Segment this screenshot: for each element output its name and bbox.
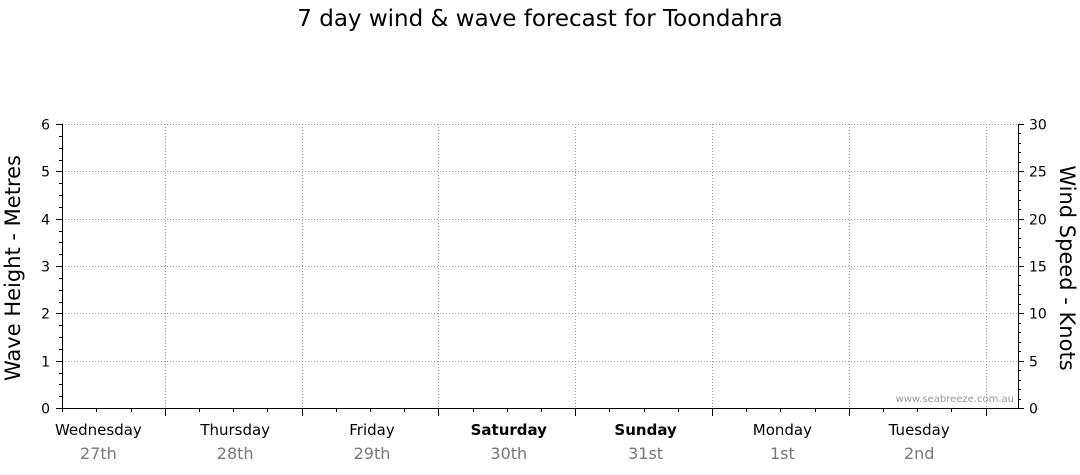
- day-label: Sunday: [614, 421, 677, 439]
- y2-tick-label: 15: [1029, 260, 1047, 276]
- day-label: Monday: [753, 421, 812, 439]
- date-label: 29th: [354, 444, 391, 463]
- y2-tick-label: 25: [1029, 165, 1047, 181]
- y-tick-label: 5: [41, 165, 50, 181]
- axes-layer: [56, 124, 1024, 416]
- y-axis-title: Wave Height - Metres: [1, 155, 25, 381]
- y-tick-label: 3: [41, 260, 50, 276]
- y-tick-label: 4: [41, 213, 50, 229]
- date-label: 30th: [490, 444, 527, 463]
- day-label: Tuesday: [888, 421, 950, 439]
- date-label: 31st: [628, 444, 663, 463]
- date-label: 28th: [217, 444, 254, 463]
- day-label: Saturday: [471, 421, 548, 439]
- grid-layer: [62, 124, 1018, 408]
- date-label: 1st: [770, 444, 795, 463]
- day-label: Wednesday: [55, 421, 142, 439]
- y-tick-label: 1: [41, 355, 50, 371]
- y2-tick-label: 5: [1029, 355, 1038, 371]
- watermark-text: www.seabreeze.com.au: [896, 394, 1014, 405]
- labels-layer: 0 1 2 3 4 5 6 0 5 10 15 20 25 30 Wednesday 27th Thursday…: [1, 118, 1079, 464]
- date-label: 27th: [80, 444, 117, 463]
- y2-tick-label: 20: [1029, 213, 1047, 229]
- y2-axis-title: Wind Speed - Knots: [1055, 165, 1079, 370]
- day-label: Thursday: [199, 421, 270, 439]
- y-tick-label: 2: [41, 307, 50, 323]
- y2-tick-label: 30: [1029, 118, 1047, 134]
- y2-tick-label: 10: [1029, 307, 1047, 323]
- chart-title: 7 day wind & wave forecast for Toondahra: [297, 6, 783, 32]
- day-label: Friday: [349, 421, 395, 439]
- date-label: 2nd: [904, 444, 934, 463]
- y-tick-label: 6: [41, 118, 50, 134]
- y2-tick-label: 0: [1029, 402, 1038, 418]
- y-tick-label: 0: [41, 402, 50, 418]
